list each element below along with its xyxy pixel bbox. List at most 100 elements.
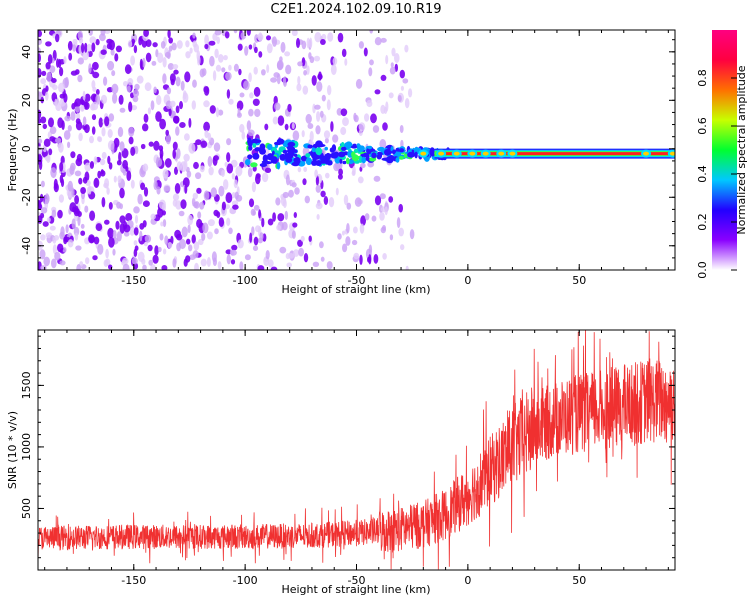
noise-blob (139, 223, 145, 230)
noise-blob (62, 247, 67, 253)
noise-blob (60, 178, 65, 187)
noise-blob (48, 117, 54, 128)
noise-blob (185, 40, 190, 48)
noise-blob (288, 253, 295, 259)
spectrogram-panel: -150 -100 -50 0 50 -40 -20 0 20 40 Height of stra… (6, 29, 676, 296)
noise-blob (258, 209, 262, 219)
noise-blob (302, 85, 309, 95)
noise-blob (259, 232, 264, 241)
noise-blob (218, 109, 224, 116)
noise-blob (330, 64, 337, 76)
noise-blob (95, 89, 100, 95)
noise-blob (243, 80, 250, 91)
noise-blob (188, 142, 196, 154)
noise-blob (193, 43, 199, 53)
noise-blob (203, 121, 211, 132)
noise-blob (215, 107, 220, 118)
noise-blob (385, 54, 389, 65)
noise-blob (142, 200, 150, 207)
noise-blob (75, 245, 82, 251)
noise-blob (303, 166, 308, 172)
noise-blob (139, 58, 143, 70)
noise-blob (196, 187, 202, 194)
signal-blob (284, 152, 288, 160)
noise-blob (330, 121, 334, 132)
noise-blob (103, 76, 108, 86)
noise-blob (244, 45, 249, 56)
noise-blob (231, 173, 235, 180)
signal-knot-core (482, 151, 489, 156)
noise-blob (309, 37, 313, 49)
noise-blob (396, 217, 401, 229)
noise-blob (157, 52, 164, 64)
noise-blob (164, 158, 172, 168)
noise-blob (388, 196, 394, 203)
noise-blob (100, 49, 107, 55)
noise-blob (148, 259, 153, 266)
noise-blob (253, 236, 259, 246)
signal-blob (345, 157, 350, 165)
noise-blob (108, 236, 115, 248)
noise-blob (306, 37, 310, 49)
noise-blob (212, 70, 217, 81)
noise-blob (103, 259, 109, 267)
noise-blob (382, 225, 386, 231)
noise-blob (51, 209, 57, 218)
spec-y-tick-label: 40 (20, 45, 33, 59)
noise-blob (197, 55, 201, 66)
noise-blob (84, 205, 89, 213)
noise-blob (48, 148, 53, 156)
noise-blob (399, 125, 404, 133)
signal-blob (264, 161, 273, 165)
noise-blob (164, 51, 171, 58)
noise-blob (379, 139, 387, 149)
noise-blob (233, 30, 238, 34)
noise-blob (223, 55, 228, 61)
spectrogram-x-label: Height of straight line (km) (281, 283, 430, 296)
signal-blob (267, 143, 273, 151)
noise-blob (405, 265, 409, 270)
noise-blob (169, 73, 176, 83)
snr-y-tick-label: 1500 (20, 371, 33, 399)
signal-blob (324, 146, 329, 151)
noise-blob (384, 206, 388, 216)
noise-blob (162, 73, 167, 84)
noise-blob (163, 185, 171, 193)
noise-blob (229, 249, 237, 256)
noise-blob (314, 104, 321, 110)
noise-blob (153, 180, 158, 191)
noise-blob (133, 206, 140, 214)
noise-blob (198, 238, 204, 246)
noise-blob (142, 264, 147, 270)
noise-blob (192, 79, 197, 88)
noise-blob (196, 218, 203, 229)
noise-blob (282, 191, 289, 199)
noise-blob (254, 46, 258, 54)
noise-blob (165, 133, 171, 145)
noise-blob (398, 227, 405, 237)
noise-blob (133, 240, 138, 246)
signal-blob (305, 157, 313, 166)
noise-blob (343, 194, 349, 206)
noise-blob (101, 197, 106, 208)
signal-blob (361, 156, 367, 164)
signal-blob (250, 162, 258, 168)
noise-blob (50, 167, 57, 179)
noise-blob (151, 60, 157, 66)
signal-blob (276, 161, 281, 170)
noise-blob (108, 113, 115, 122)
noise-blob (39, 249, 46, 260)
noise-blob (235, 194, 243, 202)
noise-blob (252, 245, 259, 251)
noise-blob (106, 187, 110, 195)
noise-blob (147, 244, 153, 252)
noise-blob (408, 88, 413, 98)
noise-blob (221, 67, 226, 73)
noise-blob (119, 141, 125, 152)
noise-blob (248, 72, 252, 83)
noise-blob (388, 92, 394, 99)
colorbar-gradient (712, 30, 737, 270)
noise-blob (172, 193, 180, 201)
noise-blob (91, 42, 96, 53)
